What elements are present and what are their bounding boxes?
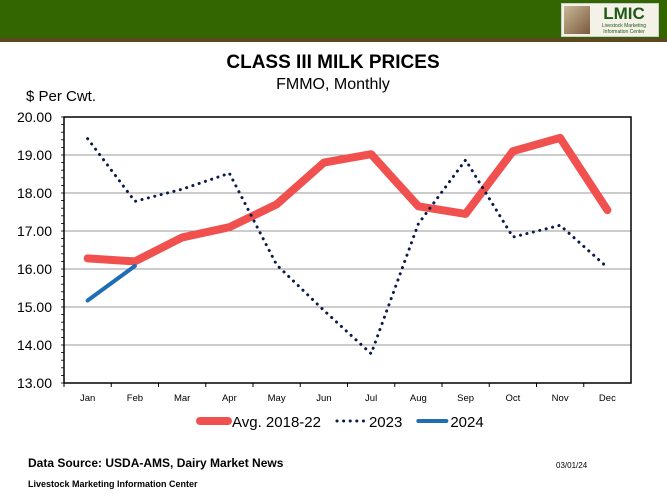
y-tick-label: 20.00 [17, 109, 52, 125]
x-tick-label: Mar [174, 393, 190, 404]
x-tick-label: Oct [505, 393, 520, 404]
header-bar: LMIC Livestock Marketing Information Cen… [0, 0, 667, 42]
y-tick-label: 16.00 [17, 261, 52, 277]
chart-subtitle: FMMO, Monthly [276, 76, 390, 93]
y-tick-label: 18.00 [17, 185, 52, 201]
lmic-logo: LMIC Livestock Marketing Information Cen… [561, 3, 659, 37]
x-tick-label: Nov [552, 393, 569, 404]
x-tick-label: Sep [457, 393, 474, 404]
organization: Livestock Marketing Information Center [28, 479, 198, 489]
logo-image [564, 6, 590, 34]
legend-label: 2024 [450, 414, 483, 431]
x-tick-label: Feb [127, 393, 143, 404]
series-line-avg-2018-22 [83, 133, 612, 266]
chart-title: CLASS III MILK PRICES [226, 52, 440, 73]
date-stamp: 03/01/24 [556, 461, 588, 470]
series-line-2024 [85, 263, 137, 303]
x-tick-label: Dec [599, 393, 616, 404]
x-tick-label: Jul [365, 393, 377, 404]
legend-label: 2023 [369, 414, 402, 431]
y-tick-label: 17.00 [17, 223, 52, 239]
x-tick-label: May [268, 393, 286, 404]
series-line-2023 [86, 137, 609, 356]
x-tick-label: Aug [410, 393, 427, 404]
y-axis-label: $ Per Cwt. [26, 88, 97, 105]
y-tick-label: 13.00 [17, 375, 52, 391]
y-tick-label: 15.00 [17, 299, 52, 315]
y-tick-label: 19.00 [17, 147, 52, 163]
y-tick-label: 14.00 [17, 337, 52, 353]
x-tick-label: Jun [316, 393, 331, 404]
logo-subtitle: Livestock Marketing Information Center [601, 23, 647, 35]
legend-label: Avg. 2018-22 [232, 414, 321, 431]
data-source: Data Source: USDA-AMS, Dairy Market News [28, 456, 284, 470]
x-tick-label: Apr [222, 393, 237, 404]
logo-text: LMIC [603, 4, 645, 23]
x-tick-label: Jan [80, 393, 95, 404]
